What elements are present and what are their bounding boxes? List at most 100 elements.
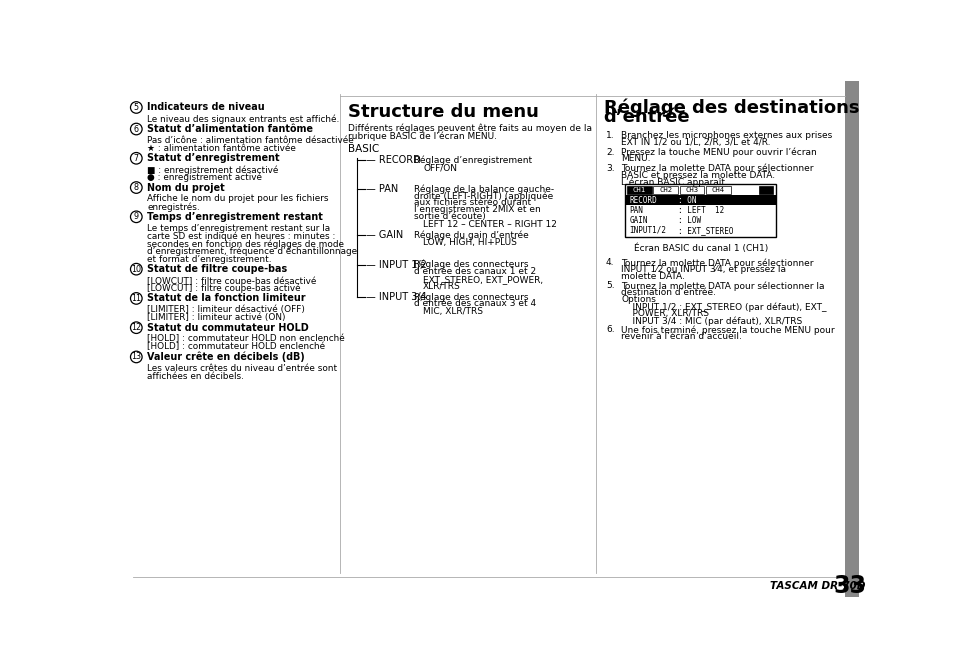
Text: — PAN: — PAN [366, 184, 398, 194]
Text: Réglage du gain d’entrée: Réglage du gain d’entrée [414, 231, 528, 240]
Text: et format d’enregistrement.: et format d’enregistrement. [147, 254, 272, 264]
Text: INPUT1/2: INPUT1/2 [629, 225, 665, 235]
Text: BASIC et pressez la molette DATA.: BASIC et pressez la molette DATA. [620, 170, 775, 180]
Text: 6: 6 [133, 125, 138, 134]
Text: Tournez la molette DATA pour sélectionner la: Tournez la molette DATA pour sélectionne… [620, 282, 824, 291]
Text: affichées en décibels.: affichées en décibels. [147, 372, 244, 380]
Text: BASIC: BASIC [348, 144, 378, 154]
Text: 6.: 6. [605, 325, 614, 334]
Text: Structure du menu: Structure du menu [348, 103, 538, 121]
Text: LOW, HIGH, HI+PLUS: LOW, HIGH, HI+PLUS [422, 238, 517, 248]
Text: Réglage d’enregistrement: Réglage d’enregistrement [414, 155, 532, 164]
Text: POWER, XLR/TRS: POWER, XLR/TRS [620, 309, 709, 318]
Text: Réglage des destinations: Réglage des destinations [603, 99, 859, 117]
Text: RECORD: RECORD [629, 196, 657, 205]
Bar [705, 186, 730, 195]
Text: INPUT 1/2 : EXT_STEREO (par défaut), EXT_: INPUT 1/2 : EXT_STEREO (par défaut), EXT… [620, 302, 826, 312]
Text: destination d’entrée.: destination d’entrée. [620, 289, 716, 297]
Text: Tournez la molette DATA pour sélectionner: Tournez la molette DATA pour sélectionne… [620, 164, 813, 173]
Text: [HOLD] : commutateur HOLD non enclenché: [HOLD] : commutateur HOLD non enclenché [147, 335, 345, 344]
Bar [625, 195, 775, 205]
Bar [759, 186, 773, 195]
Text: ■ : enregistrement désactivé: ■ : enregistrement désactivé [147, 165, 278, 174]
Text: MIC, XLR/TRS: MIC, XLR/TRS [422, 307, 482, 316]
Text: 5: 5 [133, 103, 139, 112]
Text: Pas d’icône : alimentation fantôme désactivée: Pas d’icône : alimentation fantôme désac… [147, 136, 354, 145]
Text: — GAIN: — GAIN [366, 230, 403, 240]
Text: Affiche le nom du projet pour les fichiers: Affiche le nom du projet pour les fichie… [147, 195, 328, 203]
Text: Statut d’alimentation fantôme: Statut d’alimentation fantôme [147, 124, 313, 134]
Text: Nom du projet: Nom du projet [147, 183, 225, 193]
Text: enregistrés.: enregistrés. [147, 202, 199, 211]
Text: Réglage des connecteurs: Réglage des connecteurs [414, 292, 528, 302]
Text: Statut d’enregistrement: Statut d’enregistrement [147, 153, 279, 163]
Text: CH4: CH4 [711, 187, 724, 193]
Bar [624, 185, 776, 237]
Text: 5.: 5. [605, 282, 614, 291]
Text: Différents réglages peuvent être faits au moyen de la: Différents réglages peuvent être faits a… [348, 123, 591, 133]
Bar [843, 81, 858, 597]
Text: — INPUT 1/2: — INPUT 1/2 [366, 260, 427, 270]
Text: d’entrée des canaux 1 et 2: d’entrée des canaux 1 et 2 [414, 267, 536, 276]
Text: Statut de filtre coupe-bas: Statut de filtre coupe-bas [147, 264, 287, 274]
Text: d’enregistrement, fréquence d’échantillonnage: d’enregistrement, fréquence d’échantillo… [147, 247, 357, 256]
Text: Statut du commutateur HOLD: Statut du commutateur HOLD [147, 323, 309, 333]
Text: aux fichiers stéréo durant: aux fichiers stéréo durant [414, 199, 530, 207]
Text: PAN: PAN [629, 206, 642, 215]
Text: 8: 8 [133, 183, 138, 192]
Text: [LIMITER] : limiteur désactivé (OFF): [LIMITER] : limiteur désactivé (OFF) [147, 305, 305, 314]
Text: : LOW: : LOW [678, 216, 700, 225]
Text: 11: 11 [132, 294, 141, 303]
Text: 3.: 3. [605, 164, 614, 172]
Text: EXT_STEREO, EXT_POWER,: EXT_STEREO, EXT_POWER, [422, 274, 542, 284]
Text: Options: Options [620, 295, 656, 305]
Bar [653, 186, 678, 195]
Text: molette DATA.: molette DATA. [620, 272, 684, 281]
Text: GAIN: GAIN [629, 216, 647, 225]
Text: carte SD est indiqué en heures : minutes :: carte SD est indiqué en heures : minutes… [147, 231, 335, 241]
Text: MENU.: MENU. [620, 154, 650, 164]
Text: 4.: 4. [605, 258, 614, 267]
Text: : EXT_STEREO: : EXT_STEREO [678, 225, 733, 235]
Text: Temps d’enregistrement restant: Temps d’enregistrement restant [147, 212, 323, 222]
Text: [HOLD] : commutateur HOLD enclenché: [HOLD] : commutateur HOLD enclenché [147, 342, 325, 352]
Text: CH1: CH1 [632, 187, 645, 193]
Text: Le temps d’enregistrement restant sur la: Le temps d’enregistrement restant sur la [147, 223, 330, 233]
Text: — RECORD: — RECORD [366, 155, 421, 165]
Text: Écran BASIC du canal 1 (CH1): Écran BASIC du canal 1 (CH1) [633, 244, 767, 253]
Text: secondes en fonction des réglages de mode: secondes en fonction des réglages de mod… [147, 239, 344, 249]
Text: Valeur crête en décibels (dB): Valeur crête en décibels (dB) [147, 352, 305, 362]
Text: [LIMITER] : limiteur activé (ON): [LIMITER] : limiteur activé (ON) [147, 313, 285, 322]
Bar [626, 186, 651, 195]
Text: CH3: CH3 [684, 187, 698, 193]
Text: 1.: 1. [605, 132, 614, 140]
Text: Tournez la molette DATA pour sélectionner: Tournez la molette DATA pour sélectionne… [620, 258, 813, 268]
Text: Indicateurs de niveau: Indicateurs de niveau [147, 103, 265, 113]
Text: EXT IN 1/2 ou 1/L, 2/R, 3/L et 4/R.: EXT IN 1/2 ou 1/L, 2/R, 3/L et 4/R. [620, 138, 770, 147]
Text: ● : enregistrement activé: ● : enregistrement activé [147, 173, 262, 183]
Text: CH2: CH2 [659, 187, 672, 193]
Text: 10: 10 [132, 264, 141, 274]
Text: [LOWCUT] : filtre coupe-bas activé: [LOWCUT] : filtre coupe-bas activé [147, 284, 300, 293]
Text: XLR/TRS: XLR/TRS [422, 282, 460, 291]
Text: 33: 33 [833, 574, 866, 599]
Text: L’écran BASIC apparaît.: L’écran BASIC apparaît. [620, 178, 727, 187]
Text: 12: 12 [132, 323, 141, 332]
Text: Branchez les microphones externes aux prises: Branchez les microphones externes aux pr… [620, 132, 832, 140]
Text: [LOWCUT] : filtre coupe-bas désactivé: [LOWCUT] : filtre coupe-bas désactivé [147, 276, 316, 286]
Text: Les valeurs crêtes du niveau d’entrée sont: Les valeurs crêtes du niveau d’entrée so… [147, 364, 337, 373]
Text: 9: 9 [133, 212, 139, 221]
Text: ★ : alimentation fantôme activée: ★ : alimentation fantôme activée [147, 144, 295, 153]
Text: 7: 7 [133, 154, 139, 163]
Text: 13: 13 [132, 352, 141, 362]
Text: Réglage de la balance gauche-: Réglage de la balance gauche- [414, 185, 554, 194]
Text: Le niveau des signaux entrants est affiché.: Le niveau des signaux entrants est affic… [147, 114, 339, 124]
Text: d’entrée: d’entrée [603, 108, 690, 125]
Text: INPUT 3/4 : MIC (par défaut), XLR/TRS: INPUT 3/4 : MIC (par défaut), XLR/TRS [620, 316, 801, 325]
Text: rubrique BASIC de l’écran MENU.: rubrique BASIC de l’écran MENU. [348, 132, 497, 141]
Text: l’enregistrement 2MIX et en: l’enregistrement 2MIX et en [414, 205, 540, 214]
Text: Réglage des connecteurs: Réglage des connecteurs [414, 260, 528, 269]
Text: 2.: 2. [605, 148, 614, 156]
Text: LEFT 12 – CENTER – RIGHT 12: LEFT 12 – CENTER – RIGHT 12 [422, 220, 557, 229]
Text: sortie d’écoute): sortie d’écoute) [414, 212, 485, 221]
